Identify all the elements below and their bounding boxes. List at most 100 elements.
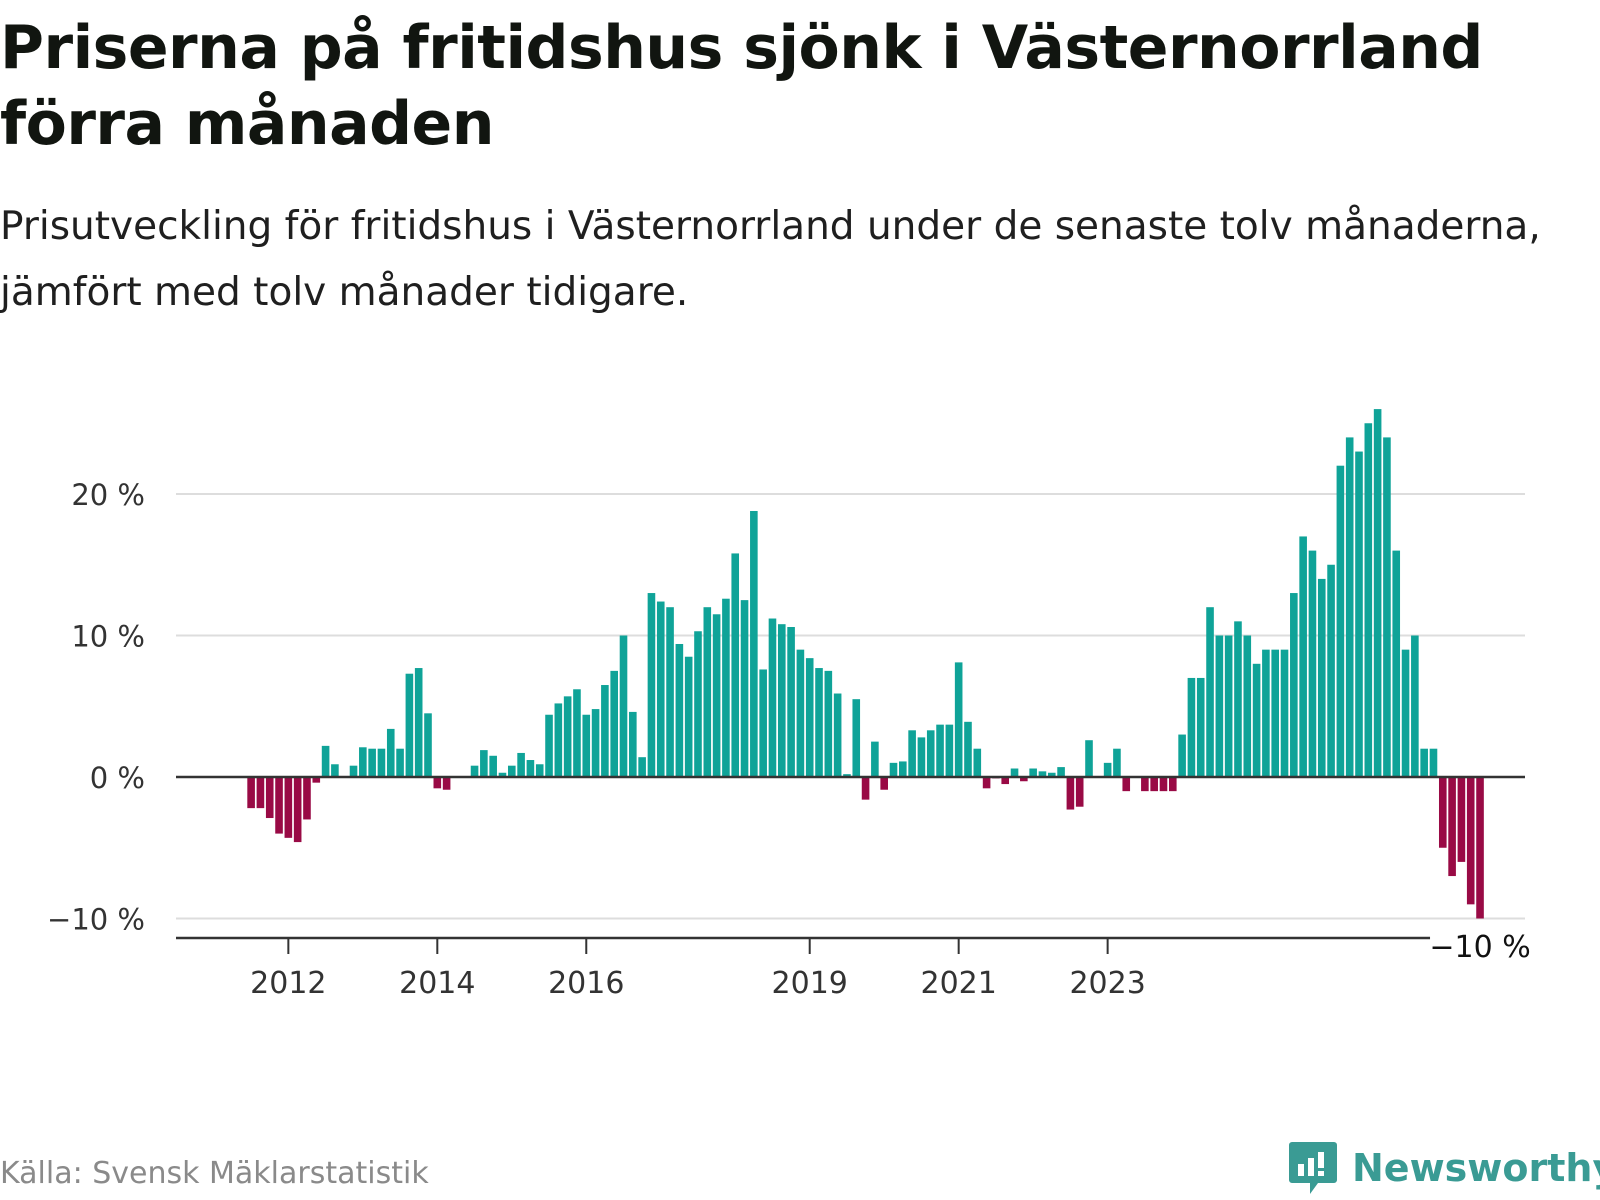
bar <box>396 748 404 777</box>
bar <box>1327 564 1335 777</box>
bar <box>1103 762 1112 777</box>
bar <box>601 685 609 777</box>
bar <box>1429 748 1438 777</box>
bar <box>1317 578 1326 777</box>
bar <box>647 593 656 777</box>
bar <box>759 669 767 777</box>
bar <box>1243 635 1252 777</box>
bar <box>815 668 823 777</box>
bar <box>349 765 358 777</box>
bar <box>554 703 563 777</box>
bar <box>1476 777 1484 919</box>
bar <box>1159 777 1168 792</box>
bar <box>414 668 423 777</box>
bar <box>1420 748 1428 777</box>
bar <box>1308 550 1317 777</box>
bar <box>526 760 535 777</box>
bar <box>833 693 842 777</box>
bar <box>442 777 451 790</box>
bar <box>1029 768 1037 777</box>
annotations: −10 % <box>1429 930 1530 965</box>
bar <box>1020 777 1028 782</box>
bar <box>1355 451 1363 777</box>
bar <box>805 658 814 777</box>
bar <box>703 607 712 777</box>
bar <box>1150 777 1158 792</box>
bar <box>386 728 395 777</box>
bar <box>303 777 311 820</box>
bar <box>722 598 730 777</box>
chart-subtitle: Prisutveckling för fritidshus i Västerno… <box>0 204 1541 315</box>
x-tick-label: 2014 <box>399 966 475 1001</box>
bar <box>768 618 777 777</box>
x-tick-label: 2016 <box>548 966 624 1001</box>
bar <box>610 670 618 777</box>
bar <box>1457 777 1466 862</box>
bar <box>1215 635 1224 777</box>
last-value-label: −10 % <box>1429 930 1530 965</box>
bar <box>1271 649 1280 777</box>
bar <box>517 752 525 777</box>
y-tick-label: 0 % <box>90 761 145 795</box>
bar <box>1075 777 1084 807</box>
bar <box>1252 663 1261 777</box>
bar <box>1206 607 1214 777</box>
last-value-label-bg <box>1430 933 1531 963</box>
bar <box>265 777 274 819</box>
y-tick-label: 10 % <box>71 620 145 654</box>
x-tick-label: 2012 <box>250 966 326 1001</box>
bar <box>740 600 749 777</box>
x-tick-label: 2023 <box>1069 966 1145 1001</box>
bar <box>1364 423 1373 777</box>
bar <box>880 777 888 790</box>
bar <box>712 614 721 777</box>
newsworthy-wordmark: Newsworthy <box>1352 1146 1600 1190</box>
bar <box>656 601 665 777</box>
bar <box>563 696 572 777</box>
chart-title: Priserna på fritidshus sjönk i Västernor… <box>0 13 1483 159</box>
bar <box>824 670 833 777</box>
source-note: Källa: Svensk Mäklarstatistik <box>0 1156 429 1191</box>
bar <box>936 724 944 777</box>
bar <box>852 699 861 777</box>
bar-chart: 20 % 10 % 0 % −10 % 2012 2014 2016 2019 2021 202… <box>47 409 1531 1001</box>
bar <box>675 643 684 777</box>
bar <box>489 755 497 777</box>
bar <box>1373 409 1382 777</box>
bar <box>405 673 414 777</box>
bars <box>247 409 1484 919</box>
bar <box>1224 635 1233 777</box>
bar <box>1336 465 1345 777</box>
x-tick-label: 2019 <box>772 966 848 1001</box>
bar <box>619 635 628 777</box>
bar <box>256 777 265 809</box>
bar <box>908 730 916 777</box>
bar <box>424 713 432 777</box>
bar <box>694 631 702 777</box>
bar <box>1122 777 1131 792</box>
bar <box>684 656 693 777</box>
bar <box>982 777 991 789</box>
newsworthy-logo[interactable]: Newsworthy <box>1288 1140 1600 1196</box>
bar <box>973 748 982 777</box>
bar <box>1392 550 1401 777</box>
bar <box>1066 777 1075 810</box>
bar <box>275 777 283 834</box>
bar <box>331 764 339 777</box>
bar <box>787 627 795 777</box>
bar <box>954 662 963 777</box>
bar <box>1448 777 1456 877</box>
bar <box>1299 536 1307 777</box>
bar <box>1047 772 1056 777</box>
axes <box>176 775 1525 940</box>
bar <box>359 747 367 777</box>
bar <box>321 745 330 777</box>
bar <box>293 777 302 843</box>
bar <box>861 777 870 800</box>
bar <box>1057 767 1065 777</box>
bar <box>964 721 972 777</box>
bar <box>498 772 507 777</box>
bar <box>433 777 442 789</box>
bar <box>1383 437 1391 777</box>
bar <box>871 741 879 777</box>
